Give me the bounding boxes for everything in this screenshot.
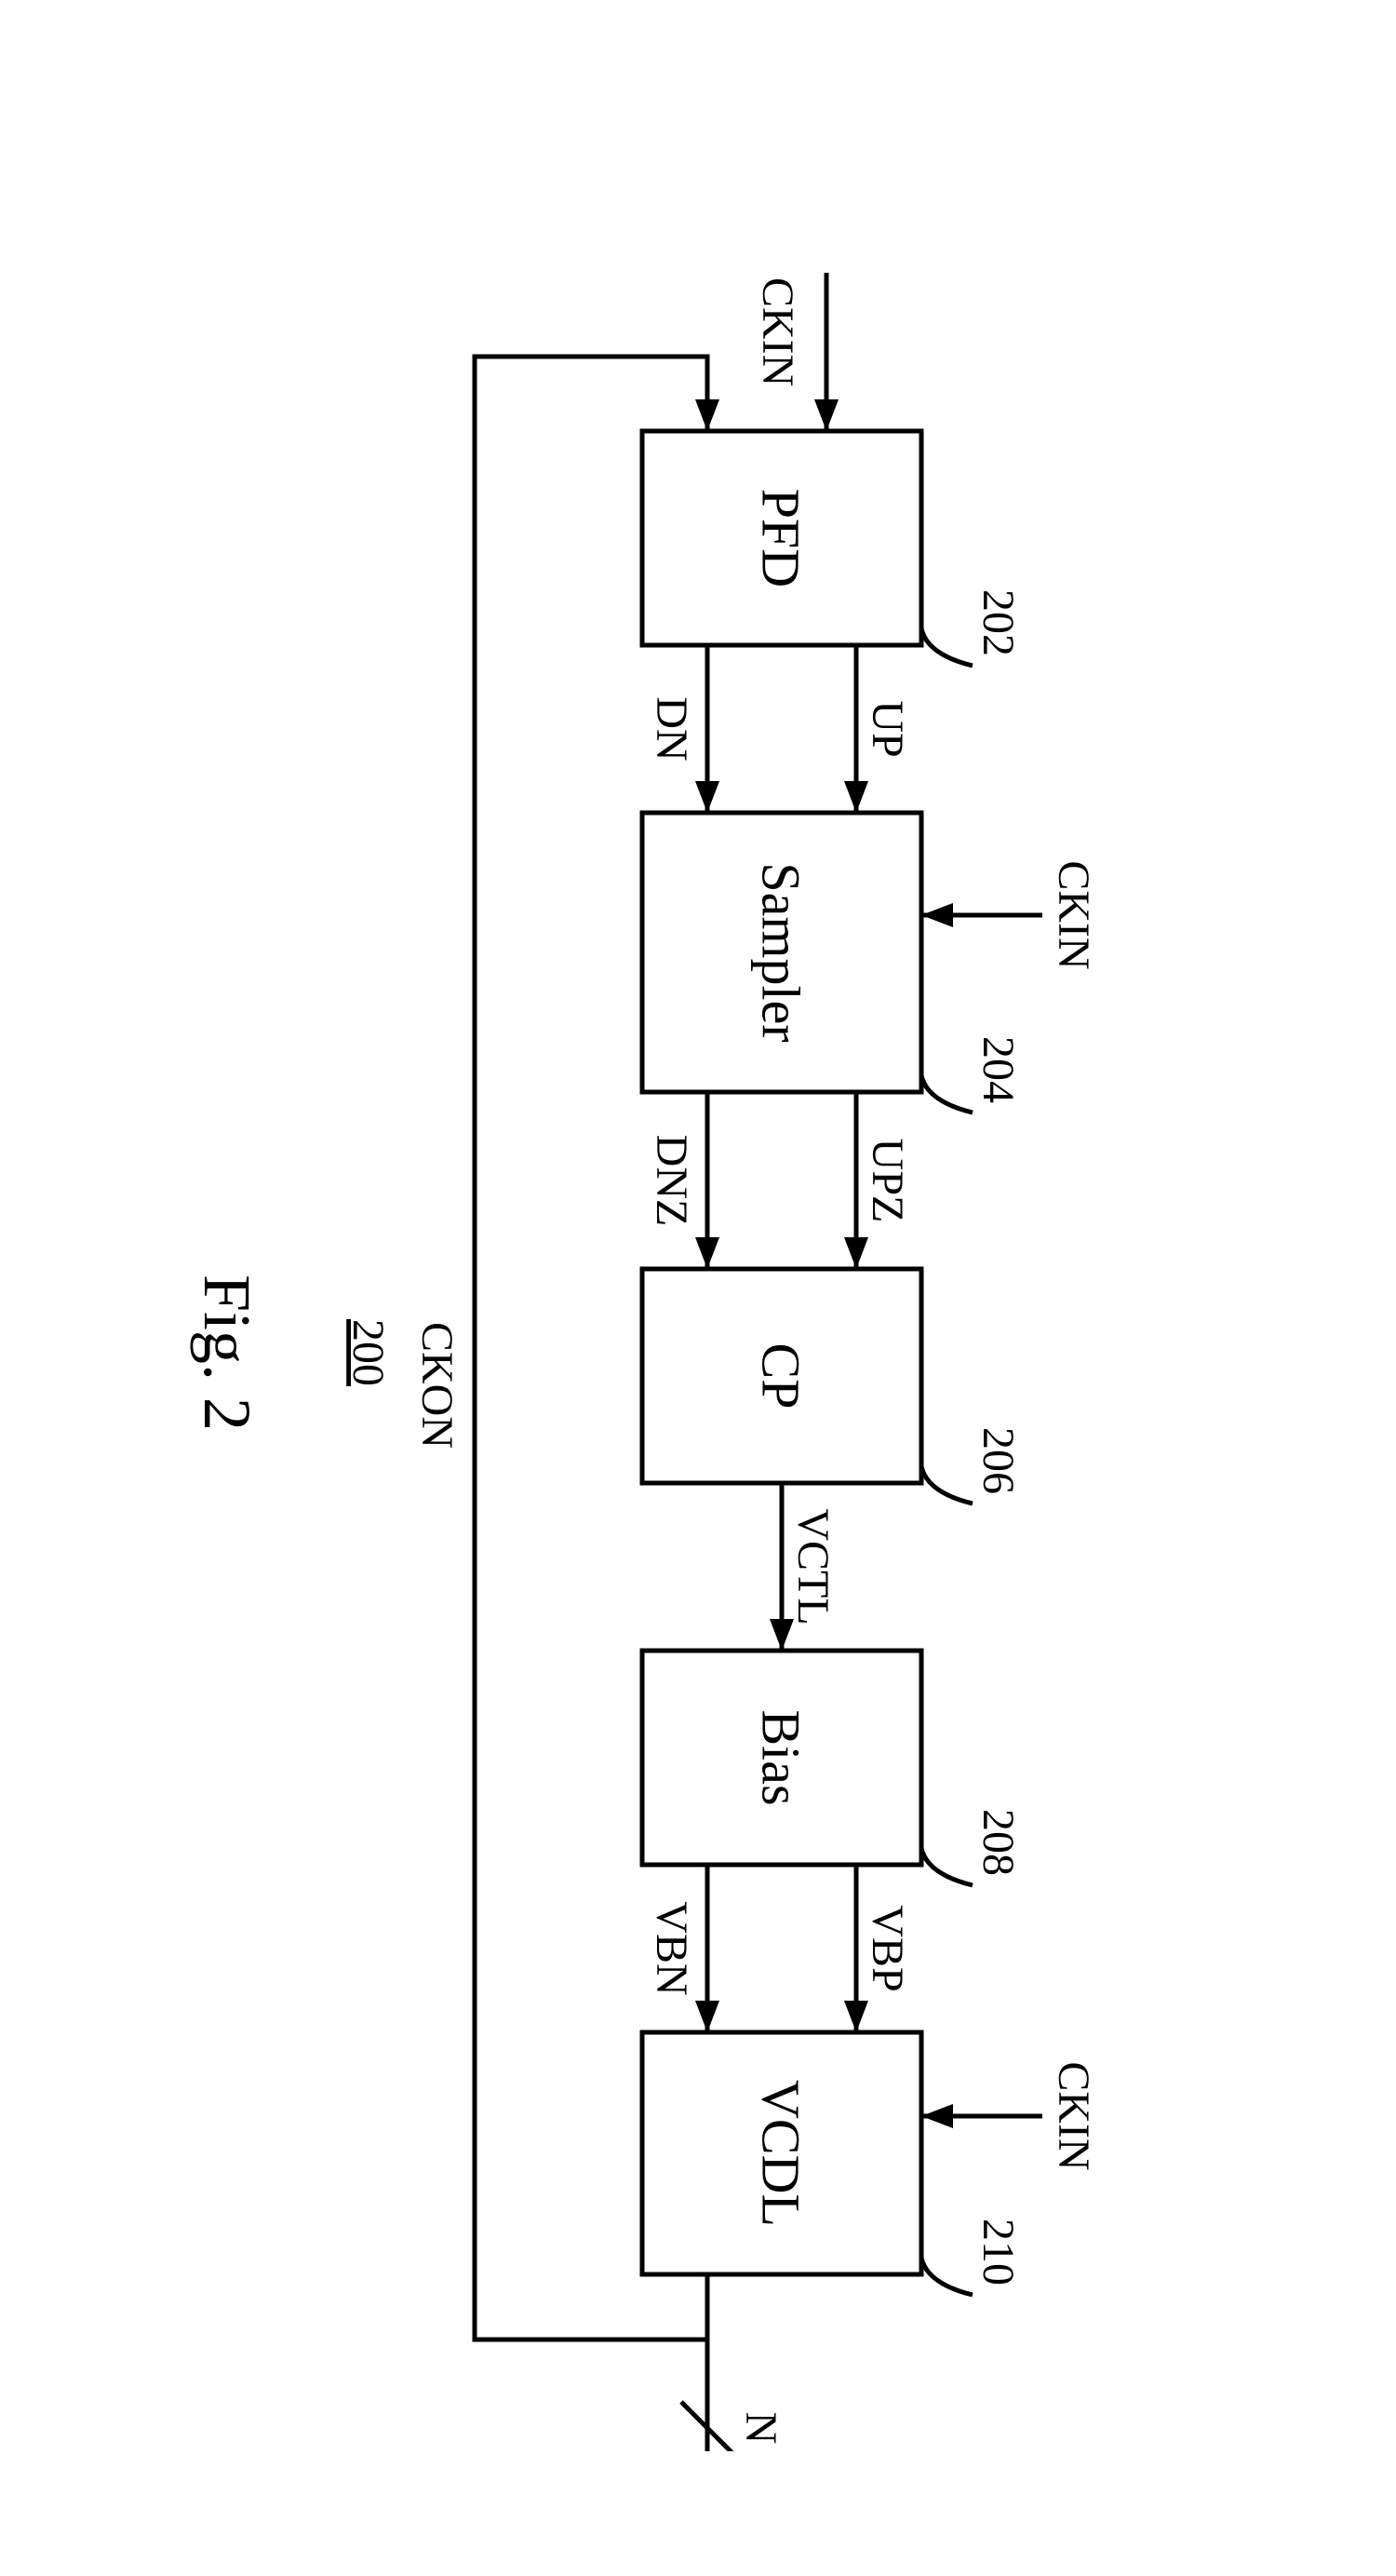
block-diagram: PFD 202 Sampler 204 CP 206 Bias 208 VCDL 210 CKIN U… bbox=[140, 124, 1256, 2451]
figure-label: Fig. 2 bbox=[190, 1275, 264, 1431]
arrowhead bbox=[695, 1237, 719, 1269]
signal-label: VCTL bbox=[788, 1508, 838, 1625]
arrowhead bbox=[695, 399, 719, 431]
signal-label: CKON bbox=[412, 1322, 462, 1449]
signal-label: CKIN bbox=[1049, 2061, 1098, 2170]
arrowhead bbox=[695, 2001, 719, 2032]
signal-label: VBP bbox=[863, 1905, 912, 1991]
circuit-ref: 200 bbox=[343, 1319, 393, 1386]
rotated-stage: PFD 202 Sampler 204 CP 206 Bias 208 VCDL 210 CKIN U… bbox=[140, 124, 1256, 2451]
arrowhead bbox=[844, 781, 868, 813]
block-bias-ref: 208 bbox=[973, 1809, 1023, 1876]
signal-label: CKIN bbox=[1049, 860, 1098, 969]
arrowhead bbox=[695, 781, 719, 813]
ref-leader bbox=[921, 2258, 973, 2295]
arrowhead bbox=[844, 1237, 868, 1269]
signal-label: N bbox=[736, 2412, 785, 2445]
signal-label: DN bbox=[647, 696, 696, 761]
block-cp-ref: 206 bbox=[973, 1427, 1023, 1494]
ref-leader bbox=[921, 1075, 973, 1113]
arrowhead bbox=[921, 903, 953, 927]
block-bias-label: Bias bbox=[751, 1709, 812, 1805]
arrowhead bbox=[844, 2001, 868, 2032]
ref-leader bbox=[921, 1848, 973, 1885]
block-vcdl-label: VCDL bbox=[751, 2080, 812, 2227]
signal-label: CKIN bbox=[753, 277, 802, 386]
block-pfd-ref: 202 bbox=[973, 589, 1023, 656]
arrowhead bbox=[921, 2104, 953, 2128]
signal-label: VBN bbox=[647, 1901, 696, 1995]
block-cp-label: CP bbox=[751, 1343, 812, 1409]
arrowhead bbox=[814, 399, 839, 431]
block-sampler-ref: 204 bbox=[973, 1036, 1023, 1103]
signal-label: UPZ bbox=[863, 1139, 912, 1223]
block-pfd-label: PFD bbox=[751, 489, 812, 587]
signal-label: UP bbox=[863, 700, 912, 757]
ref-leader bbox=[921, 628, 973, 666]
block-vcdl-ref: 210 bbox=[973, 2219, 1023, 2286]
ref-leader bbox=[921, 1466, 973, 1504]
block-sampler-label: Sampler bbox=[751, 862, 812, 1042]
signal-label: DNZ bbox=[647, 1135, 696, 1227]
